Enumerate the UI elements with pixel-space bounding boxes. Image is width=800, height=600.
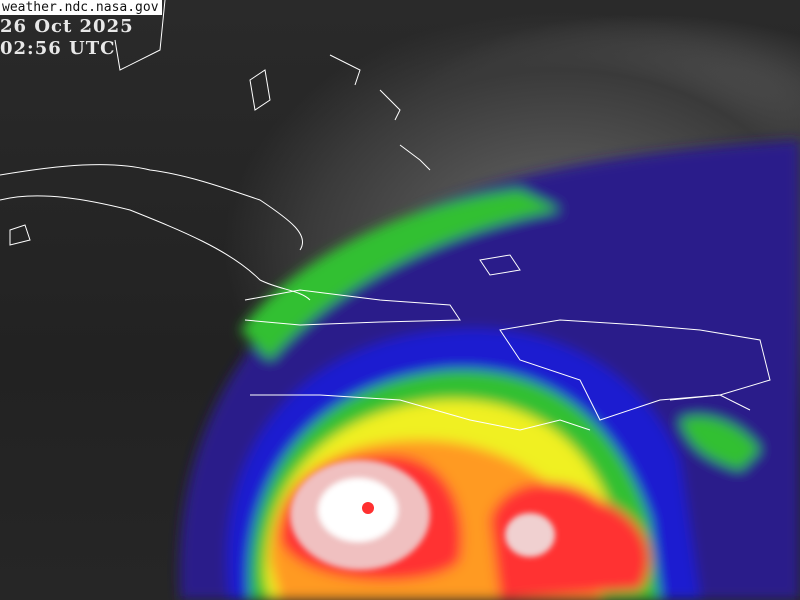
- source-label: weather.ndc.nasa.gov: [0, 0, 162, 15]
- hurricane-eye: [362, 502, 374, 514]
- date-label: 26 Oct 2025: [0, 16, 134, 37]
- coastlines: [0, 0, 771, 431]
- time-label: 02:56 UTC: [0, 38, 116, 59]
